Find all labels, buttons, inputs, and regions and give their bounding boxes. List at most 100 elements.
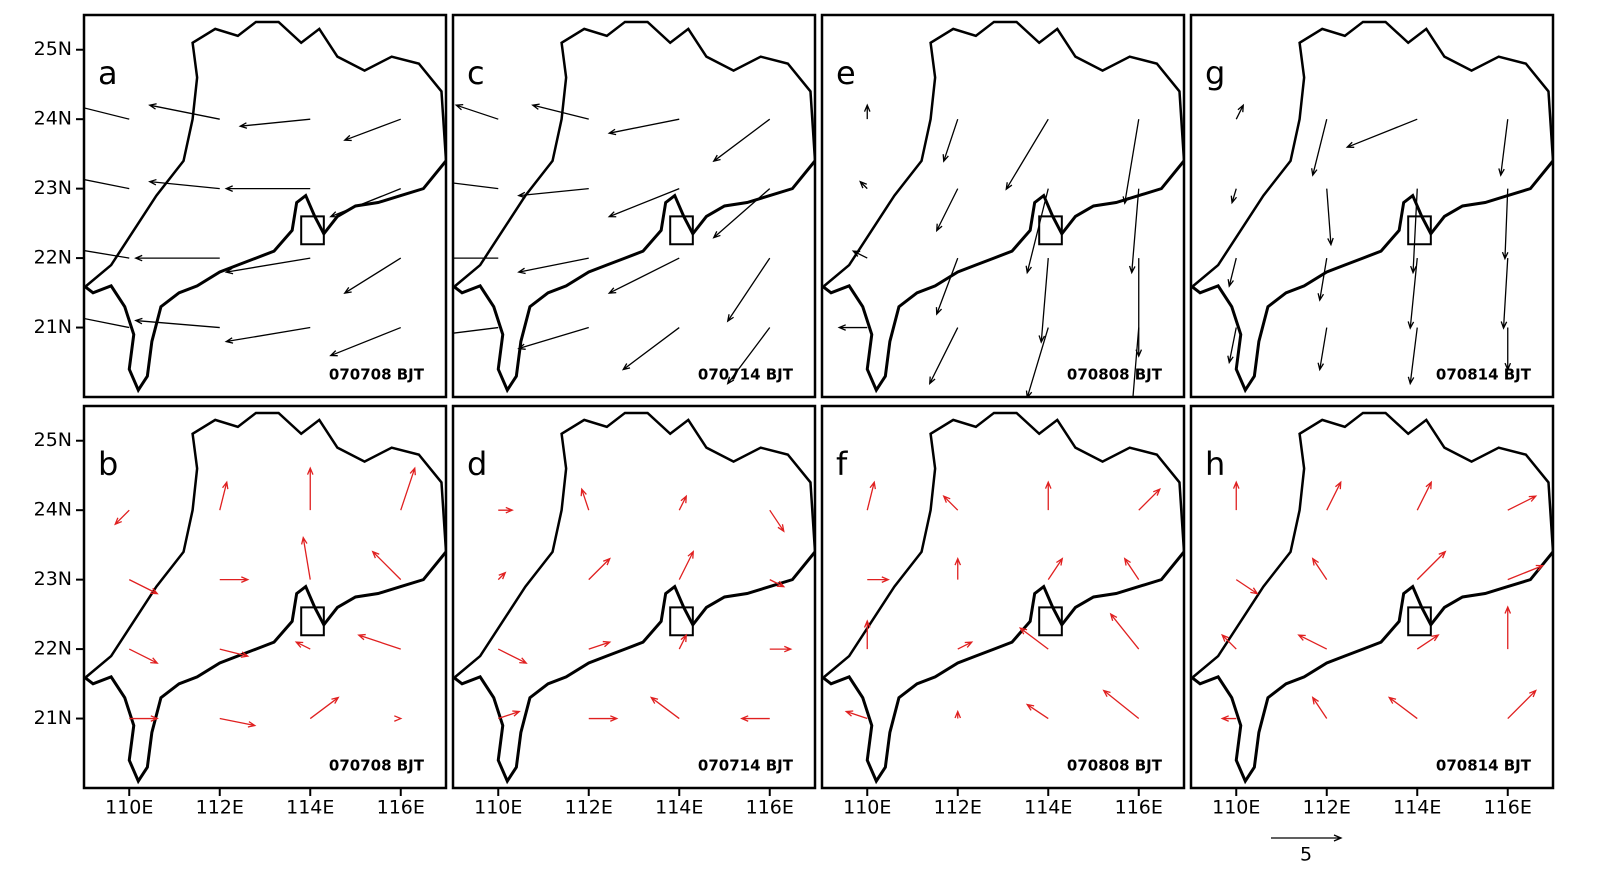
wind-vector [1230, 188, 1238, 205]
panel-frame [820, 404, 1186, 790]
panel-body [453, 411, 815, 785]
wind-vector [954, 556, 962, 580]
wind-vector [357, 633, 401, 650]
panel: a 070708 BJT 21N 22N 23N 24N 25N [34, 13, 448, 399]
wind-vector [1047, 557, 1064, 580]
panel-body [84, 20, 446, 394]
province-border [454, 411, 815, 678]
x-tick-label: 114E [1024, 797, 1072, 819]
wind-vector [769, 579, 786, 588]
wind-vector [1227, 257, 1237, 288]
wind-vector [224, 185, 311, 192]
wind-vector [1317, 257, 1328, 302]
time-stamp: 070714 BJT [698, 366, 794, 384]
panel-letter: b [98, 445, 118, 483]
panel-letter: h [1205, 445, 1225, 483]
panel-frame [451, 13, 817, 399]
wind-vector [859, 180, 868, 190]
wind-vector [942, 495, 959, 511]
x-tick-label: 116E [1484, 797, 1532, 819]
wind-vector [1416, 480, 1432, 511]
wind-vector [1235, 579, 1259, 595]
wind-vector [517, 257, 589, 275]
wind-vector [621, 327, 680, 371]
wind-vector [1025, 703, 1049, 720]
wind-vector [1407, 258, 1418, 330]
wind-vector [454, 103, 499, 120]
wind-vector [1109, 612, 1140, 650]
wind-vector [300, 535, 311, 580]
wind-vector [1220, 715, 1237, 722]
wind-vector [769, 509, 785, 533]
x-tick-label: 116E [746, 797, 794, 819]
wind-vector [453, 257, 499, 259]
wind-vector [134, 254, 220, 262]
wind-vector [1297, 634, 1328, 650]
panel: f 070808 BJT 110E 112E 114E 116E [820, 404, 1186, 819]
x-tick-label: 112E [1303, 797, 1351, 819]
province-border [454, 20, 815, 287]
province-border [1192, 411, 1553, 678]
wind-vector [867, 576, 890, 583]
wind-vector [678, 550, 694, 580]
wind-vector [607, 188, 680, 218]
wind-vector [1221, 633, 1237, 650]
wind-vector [1326, 188, 1334, 247]
province-border [85, 20, 446, 287]
wind-vector [929, 327, 959, 386]
wind-vector [678, 633, 687, 650]
panel-body [822, 411, 1184, 785]
wind-vector [114, 509, 130, 526]
study-box [1038, 606, 1063, 637]
wind-vector [1025, 327, 1049, 397]
wind-vector [1005, 118, 1049, 191]
wind-vector [128, 648, 159, 664]
wind-vector [306, 466, 314, 511]
wind-vector [129, 715, 159, 722]
study-box [300, 215, 325, 246]
panel: d 070714 BJT 110E 112E 114E 116E [451, 404, 817, 819]
panel-letter: f [836, 445, 848, 483]
wind-vector [84, 317, 130, 329]
wind-vector [84, 249, 130, 259]
coastline [1191, 550, 1553, 785]
time-stamp: 070808 BJT [1067, 366, 1163, 384]
wind-vector [453, 326, 499, 334]
y-tick-label: 22N [34, 638, 72, 660]
panel-body [1191, 20, 1553, 394]
time-stamp: 070814 BJT [1436, 366, 1532, 384]
x-tick-label: 114E [655, 797, 703, 819]
wind-vector [498, 506, 514, 514]
wind-vector [219, 576, 250, 583]
wind-vector [863, 619, 871, 650]
wind-vector [1018, 627, 1049, 650]
wind-vector [1038, 258, 1049, 344]
wind-vector [1135, 258, 1143, 358]
wind-vector [329, 326, 401, 357]
wind-vector [837, 324, 868, 331]
wind-vector [1387, 696, 1418, 720]
wind-vector [128, 579, 159, 595]
wind-vector [1501, 188, 1509, 261]
wind-vector [1507, 564, 1545, 581]
y-tick-label: 22N [34, 247, 72, 269]
coastline [822, 550, 1184, 785]
wind-vector [1326, 480, 1342, 511]
wind-vector [224, 326, 311, 344]
wind-vector [1410, 188, 1418, 275]
study-box [1407, 215, 1432, 246]
panel-body [453, 20, 815, 394]
x-tick-label: 114E [286, 797, 334, 819]
panel: b 070708 BJT 21N 22N 23N 24N 25N 110E 112E 114E 11… [34, 404, 448, 819]
wind-vector [238, 118, 311, 129]
time-stamp: 070708 BJT [329, 366, 425, 384]
x-tick-label: 116E [1115, 797, 1163, 819]
wind-vector [769, 645, 793, 653]
wind-vector [517, 187, 589, 199]
wind-vector [1311, 557, 1328, 580]
study-box [300, 606, 325, 637]
wind-vector [1123, 557, 1140, 580]
province-border [1192, 20, 1553, 287]
wind-vector [1044, 480, 1052, 511]
